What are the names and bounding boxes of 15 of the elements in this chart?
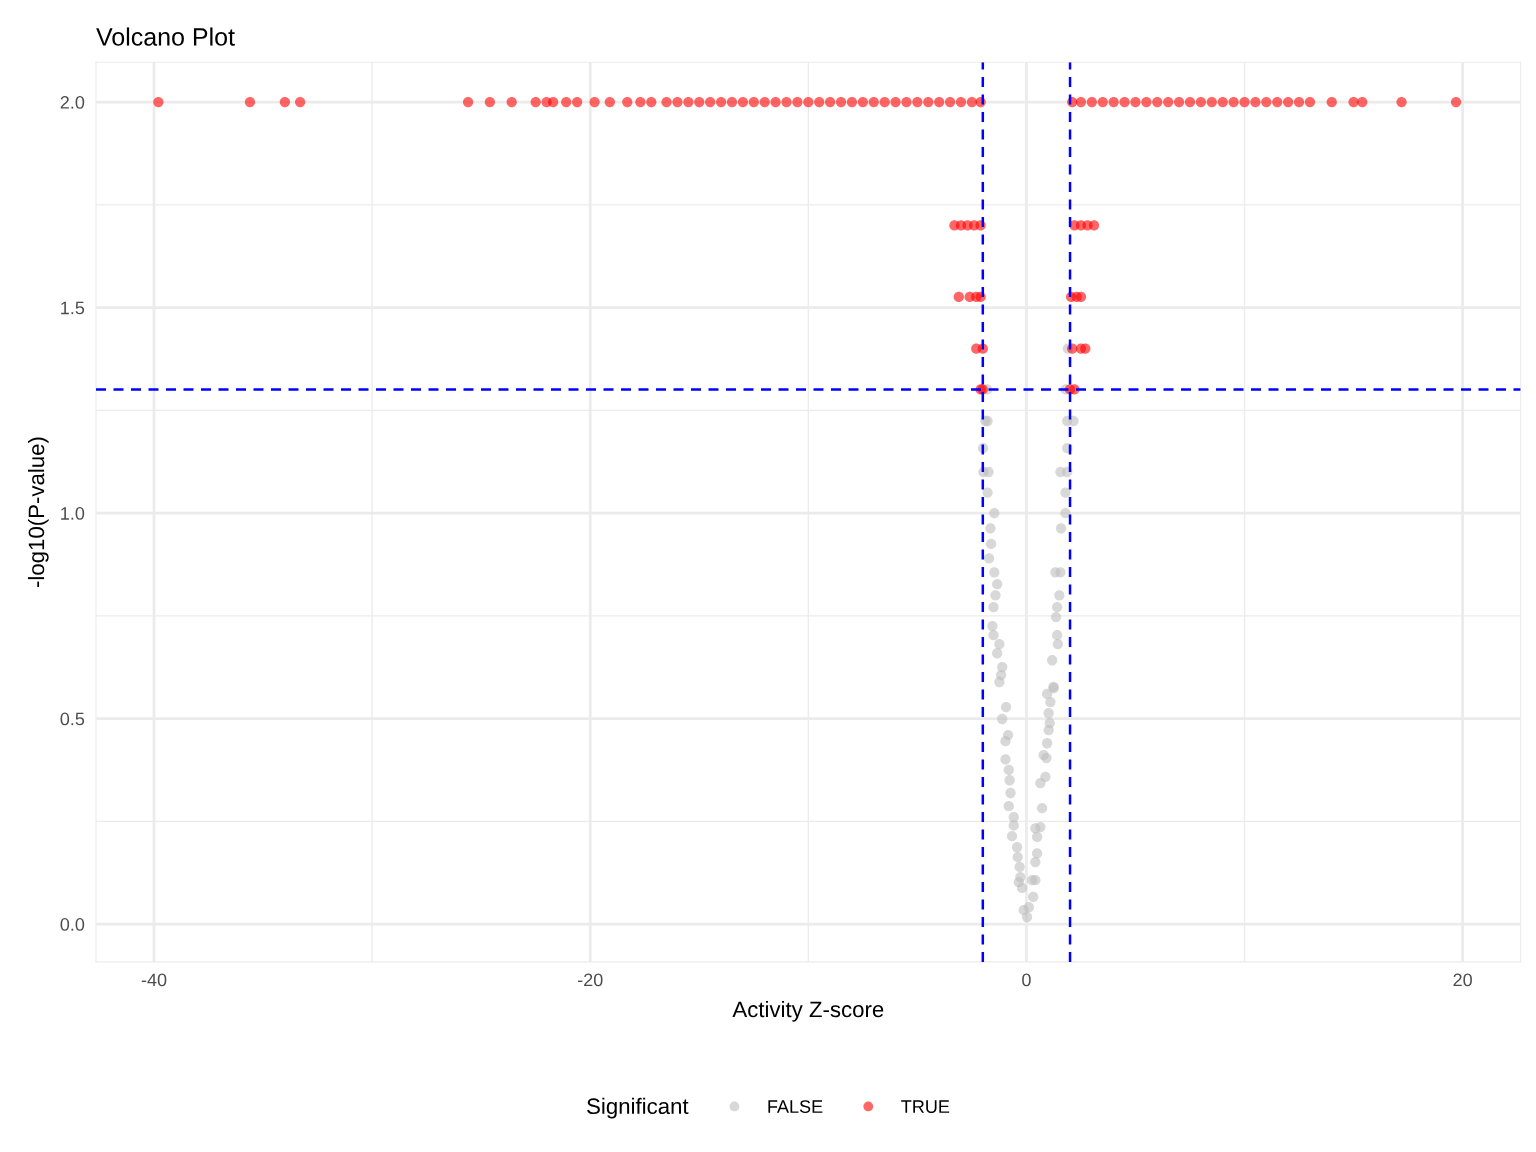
y-tick-label: 2.0	[60, 96, 85, 109]
y-tick-label: 1.0	[61, 507, 85, 520]
y-tick-label: 0.5	[60, 712, 85, 726]
y-tick-label: 0.0	[60, 918, 85, 931]
chart-title: Volcano Plot	[96, 27, 235, 46]
x-tick-label: 0	[1022, 973, 1031, 987]
y-tick-label: 1.5	[61, 301, 85, 315]
x-tick-label: -20	[577, 973, 603, 987]
x-tick-label: -40	[141, 973, 167, 987]
x-axis-title: Activity Z-score	[732, 1000, 884, 1022]
legend-label: FALSE	[768, 1100, 823, 1113]
x-tick-label: 20	[1453, 973, 1472, 987]
legend-title: Significant	[587, 1097, 689, 1119]
legend-label: TRUE	[901, 1100, 950, 1113]
y-axis-title: -log10(P-value)	[27, 437, 49, 588]
